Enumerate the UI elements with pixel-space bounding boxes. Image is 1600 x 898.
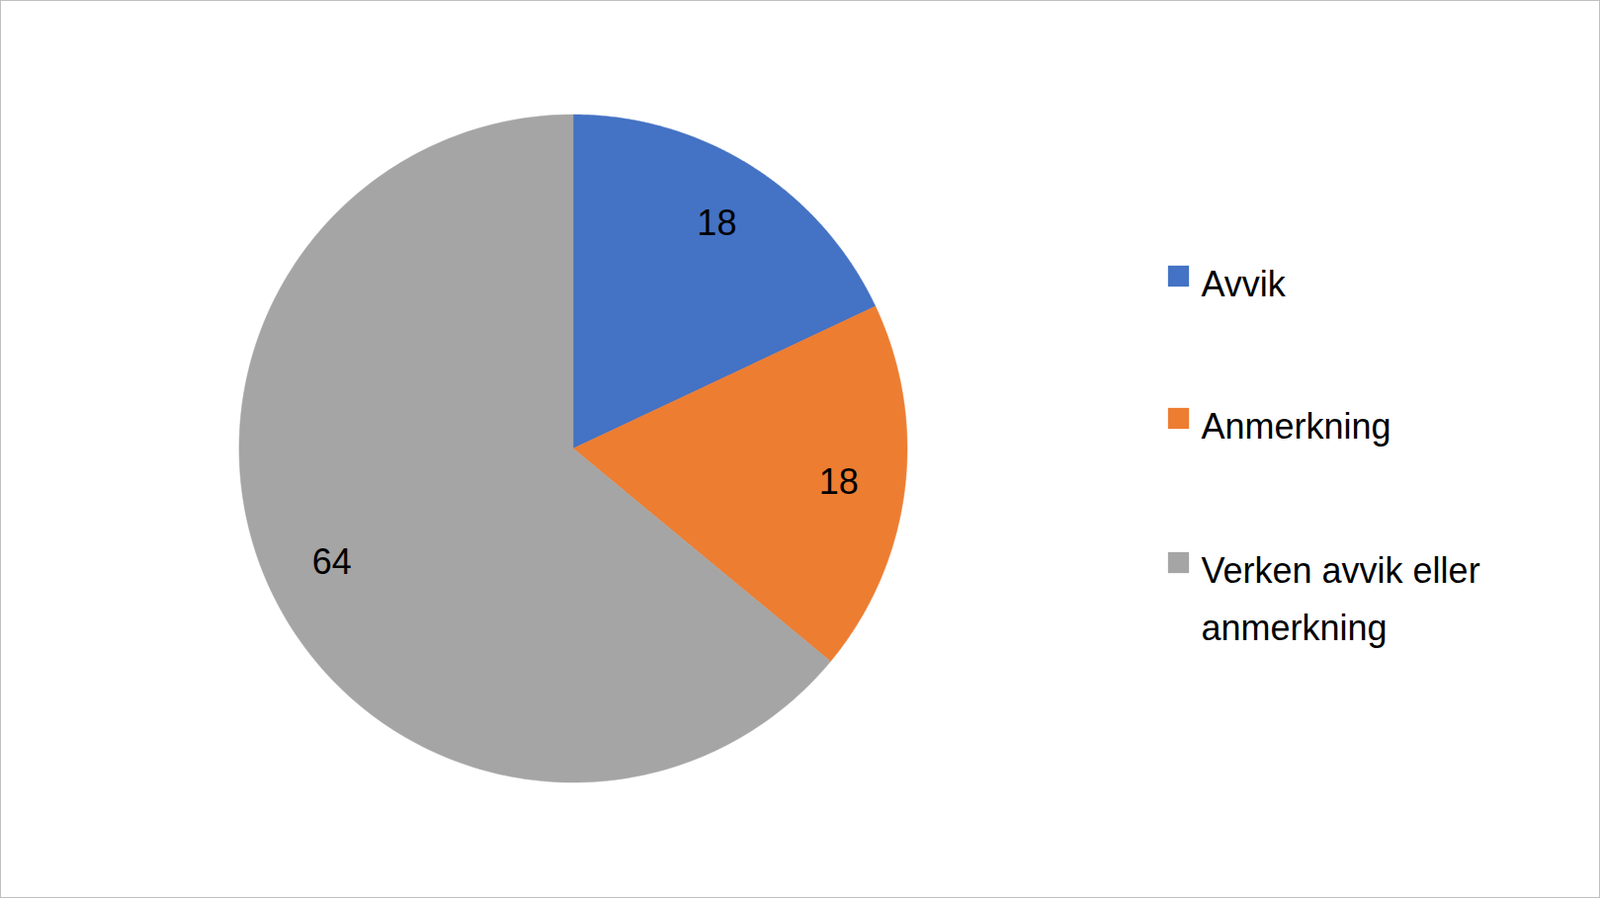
svg-text:18: 18 [696, 202, 737, 244]
svg-text:64: 64 [312, 541, 352, 583]
svg-text:18: 18 [819, 461, 859, 503]
svg-text:Anmerkning: Anmerkning [1201, 406, 1392, 447]
svg-text:Verken avvik elleranmerkning: Verken avvik elleranmerkning [1201, 550, 1481, 649]
svg-text:Avvik: Avvik [1201, 263, 1287, 305]
